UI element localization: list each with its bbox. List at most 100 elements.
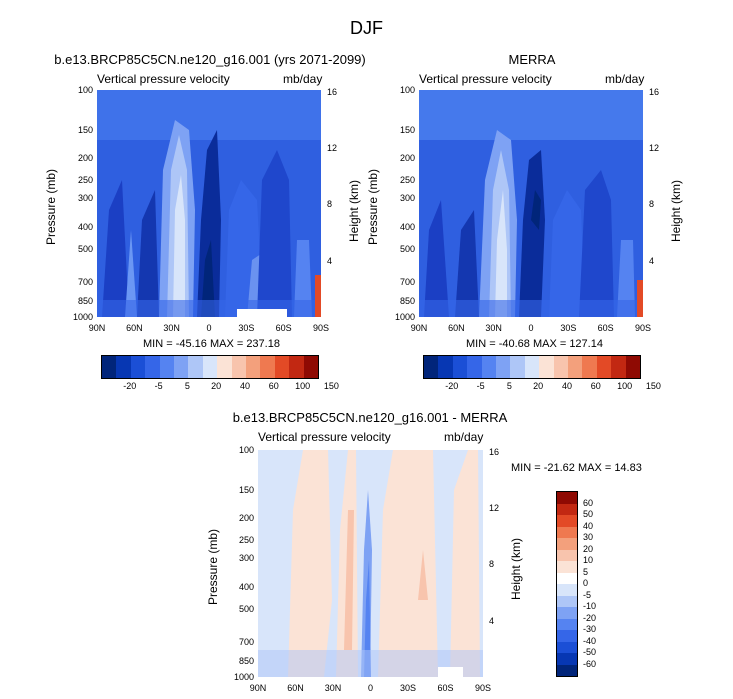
- obs-pressure-tick-0: 100: [399, 85, 415, 95]
- model-colorbar-swatch: [289, 356, 304, 378]
- obs-pressure-tick-8: 850: [399, 295, 415, 306]
- obs-plot-area: [419, 90, 643, 317]
- diff-pressure-tick-6: 500: [238, 603, 254, 614]
- obs-pressure-tick-5: 400: [399, 221, 415, 232]
- model-pressure-tick-4: 300: [77, 193, 93, 204]
- model-colorbar-swatch: [145, 356, 160, 378]
- obs-colorbar-swatch: [596, 356, 612, 378]
- diff-height-tick-1: 12: [489, 502, 500, 513]
- model-colorbar-label-7: 150: [323, 381, 339, 391]
- obs-pressure-tick-6: 500: [399, 243, 415, 254]
- obs-colorbar-label-5: 60: [590, 381, 601, 391]
- obs-pressure-tick-7: 700: [399, 276, 415, 287]
- diff-colorbar-label-10: -20: [583, 612, 597, 623]
- obs-colorbar-swatch: [568, 356, 583, 378]
- obs-colorbar-swatch: [524, 356, 540, 378]
- obs-colorbar-swatch: [452, 356, 468, 378]
- model-pressure-tick-1: 150: [77, 124, 93, 135]
- obs-lat-tick-2: 30N: [485, 323, 502, 333]
- obs-pressure-tick-3: 250: [399, 175, 415, 186]
- model-y2-axis-label: Height (km): [347, 179, 361, 242]
- model-heatmap: [97, 90, 321, 317]
- model-colorbar-label-1: -5: [154, 381, 163, 391]
- obs-height-tick-1: 12: [649, 142, 660, 153]
- diff-lat-tick-3: 0: [367, 683, 373, 693]
- diff-pressure-tick-2: 200: [238, 513, 254, 524]
- diff-pressure-tick-8: 850: [238, 655, 254, 666]
- model-lat-tick-3: 0: [206, 323, 212, 333]
- diff-pressure-tick-9: 1000: [233, 672, 254, 682]
- obs-lat-tick-6: 90S: [634, 323, 651, 333]
- obs-colorbar-label-0: -20: [445, 381, 459, 391]
- obs-colorbar-swatch: [467, 356, 482, 378]
- model-right-subtitle: mb/day: [283, 72, 323, 86]
- obs-y2-axis-label: Height (km): [669, 179, 683, 242]
- model-stats: MIN = -45.16 MAX = 237.18: [143, 338, 280, 350]
- obs-lat-tick-1: 60N: [448, 323, 465, 333]
- model-height-tick-0: 16: [327, 86, 338, 97]
- model-pressure-tick-8: 850: [77, 295, 93, 306]
- obs-left-subtitle: Vertical pressure velocity: [419, 72, 552, 86]
- diff-colorbar-swatch: [557, 526, 577, 538]
- model-colorbar-swatch: [116, 356, 131, 378]
- model-lat-tick-4: 30S: [238, 323, 255, 333]
- model-colorbar-swatch: [217, 356, 232, 378]
- diff-stats: MIN = -21.62 MAX = 14.83: [511, 462, 642, 474]
- obs-colorbar-swatch: [553, 356, 569, 378]
- obs-right-subtitle: mb/day: [605, 72, 645, 86]
- obs-height-tick-3: 4: [649, 255, 655, 266]
- diff-colorbar-label-5: 10: [583, 555, 594, 565]
- obs-pressure-tick-1: 150: [399, 124, 415, 135]
- diff-y2-axis-label: Height (km): [509, 537, 523, 600]
- model-colorbar-swatch: [303, 356, 319, 378]
- obs-stats: MIN = -40.68 MAX = 127.14: [466, 338, 603, 350]
- diff-lat-tick-1: 60N: [287, 683, 304, 693]
- model-colorbar: [101, 355, 319, 379]
- diff-colorbar-label-8: -5: [583, 589, 592, 600]
- diff-colorbar-swatch: [557, 515, 577, 527]
- model-pressure-tick-2: 200: [77, 153, 93, 164]
- obs-pressure-tick-9: 1000: [394, 312, 415, 322]
- diff-pressure-tick-1: 150: [238, 484, 254, 495]
- obs-colorbar-swatch: [496, 356, 511, 378]
- obs-colorbar-label-1: -5: [476, 381, 485, 391]
- diff-colorbar-swatch: [557, 503, 577, 515]
- model-pressure-tick-9: 1000: [72, 312, 93, 322]
- diff-colorbar-label-3: 30: [583, 532, 594, 542]
- obs-colorbar-swatch: [582, 356, 597, 378]
- model-colorbar-swatch: [159, 356, 175, 378]
- diff-left-subtitle: Vertical pressure velocity: [258, 430, 391, 444]
- diff-colorbar-swatch: [557, 561, 577, 573]
- model-panel-title: b.e13.BRCP85C5CN.ne120_g16.001 (yrs 2071…: [54, 52, 366, 67]
- model-pressure-tick-5: 400: [77, 221, 93, 232]
- model-colorbar-swatch: [231, 356, 247, 378]
- obs-colorbar: [423, 355, 641, 379]
- model-plot-area: [97, 90, 321, 317]
- obs-colorbar-swatch: [625, 356, 641, 378]
- model-height-tick-1: 12: [327, 142, 338, 153]
- diff-colorbar-label-2: 40: [583, 520, 594, 531]
- model-pressure-tick-7: 700: [77, 276, 93, 287]
- model-left-subtitle: Vertical pressure velocity: [97, 72, 230, 86]
- model-colorbar-swatch: [202, 356, 218, 378]
- diff-colorbar-label-4: 20: [583, 543, 594, 554]
- diff-pressure-tick-3: 250: [238, 535, 254, 546]
- diff-pressure-tick-7: 700: [238, 636, 254, 647]
- obs-lat-tick-4: 30S: [560, 323, 577, 333]
- obs-height-tick-2: 8: [649, 199, 655, 210]
- obs-heatmap: [419, 90, 643, 317]
- model-pressure-tick-6: 500: [77, 243, 93, 254]
- diff-pressure-tick-5: 400: [238, 581, 254, 592]
- model-colorbar-label-6: 100: [295, 381, 311, 391]
- diff-pressure-tick-0: 100: [238, 445, 254, 455]
- diff-height-tick-2: 8: [489, 559, 495, 570]
- diff-pressure-tick-4: 300: [238, 553, 254, 564]
- model-colorbar-swatch: [102, 356, 117, 378]
- diff-lat-tick-4: 30S: [399, 683, 416, 693]
- obs-lat-tick-0: 90N: [410, 323, 428, 333]
- obs-lat-tick-5: 60S: [597, 323, 614, 333]
- diff-colorbar-swatch: [557, 492, 577, 504]
- diff-colorbar-swatch: [557, 549, 577, 561]
- model-colorbar-swatch: [188, 356, 203, 378]
- diff-colorbar-swatch: [557, 538, 577, 550]
